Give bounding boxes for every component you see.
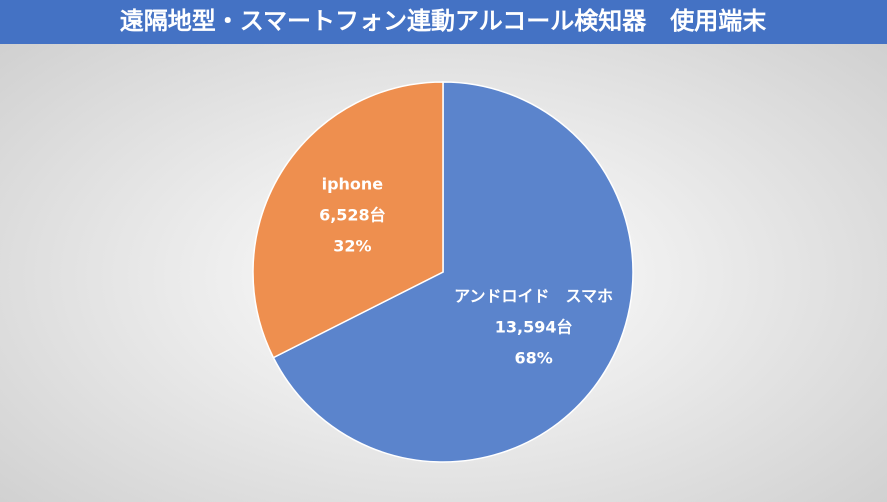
pie-slice xyxy=(272,81,634,463)
pie-slice xyxy=(252,81,444,359)
title-bar xyxy=(0,0,887,44)
slice-percent-label: 32% xyxy=(333,237,371,256)
slice-category-label: iphone xyxy=(322,175,384,194)
slice-value-label: 6,528台 xyxy=(319,206,386,225)
slice-category-label: アンドロイド スマホ xyxy=(454,286,613,305)
slice-value-label: 13,594台 xyxy=(495,317,573,336)
slice-percent-label: 68% xyxy=(514,348,552,367)
chart-title: 遠隔地型・スマートフォン連動アルコール検知器 使用端末 xyxy=(120,7,768,35)
